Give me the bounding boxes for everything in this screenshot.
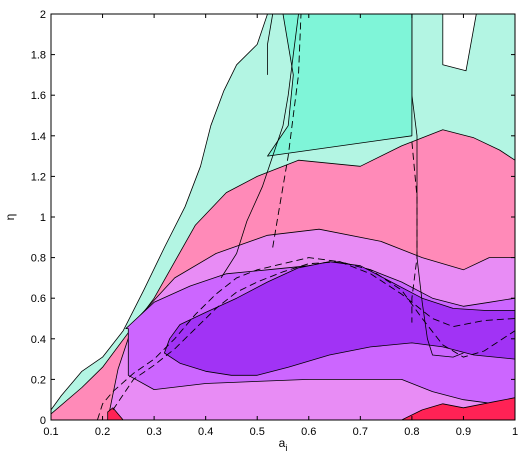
y-tick-label: 1.8	[31, 50, 46, 62]
y-axis-label: η	[3, 214, 17, 221]
x-axis-label-subscript: i	[285, 443, 287, 453]
dashed-curve-3	[411, 141, 418, 323]
y-axis-ticks: 0 0.2 0.4 0.6 0.8 1 1.2 1.4 1.6 1.8 2	[31, 9, 515, 427]
y-tick-label: 0	[40, 415, 46, 427]
y-tick-label: 1	[40, 212, 46, 224]
dashed-curve-1	[112, 261, 516, 411]
y-tick-label: 0.2	[31, 374, 46, 386]
solid-curve-0	[220, 13, 299, 279]
y-tick-label: 2	[40, 9, 46, 21]
y-tick-label: 1.4	[31, 131, 46, 143]
x-tick-label: 0.9	[456, 426, 471, 438]
x-tick-label: 0.1	[43, 426, 58, 438]
contour-region-6	[107, 407, 124, 421]
x-axis-ticks: 0.1 0.2 0.3 0.4 0.5 0.6 0.7 0.8 0.9 1	[43, 14, 518, 438]
contour-regions	[50, 13, 516, 421]
solid-curve-1	[411, 14, 464, 358]
y-tick-label: 1.2	[31, 171, 46, 183]
dashed-contour-lines	[96, 13, 516, 421]
dashed-curve-2	[272, 13, 302, 248]
x-tick-label: 0.6	[301, 426, 316, 438]
x-axis-label-main: a	[279, 436, 286, 450]
y-tick-label: 0.6	[31, 293, 46, 305]
x-tick-label: 0.8	[404, 426, 419, 438]
y-tick-label: 1.6	[31, 90, 46, 102]
x-tick-label: 1	[512, 426, 518, 438]
solid-curve-2	[267, 13, 274, 75]
x-tick-label: 0.2	[95, 426, 110, 438]
x-axis-label: ai	[279, 436, 288, 453]
x-tick-label: 0.4	[198, 426, 213, 438]
x-tick-label: 0.7	[353, 426, 368, 438]
x-tick-label: 0.3	[146, 426, 161, 438]
y-tick-label: 0.4	[31, 334, 46, 346]
y-tick-label: 0.8	[31, 253, 46, 265]
solid-contour-lines	[220, 13, 464, 358]
dashed-curve-0	[96, 257, 516, 421]
x-tick-label: 0.5	[250, 426, 265, 438]
